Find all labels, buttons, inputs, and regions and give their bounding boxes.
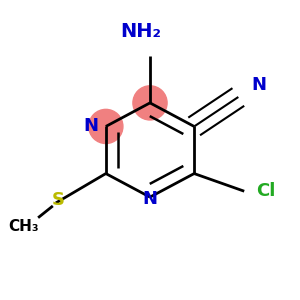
- Text: N: N: [84, 117, 99, 135]
- Text: N: N: [251, 76, 266, 94]
- Circle shape: [133, 86, 167, 120]
- Circle shape: [89, 110, 123, 143]
- Text: S: S: [52, 191, 65, 209]
- Text: Cl: Cl: [256, 182, 275, 200]
- Text: N: N: [142, 190, 158, 208]
- Text: CH₃: CH₃: [8, 219, 39, 234]
- Text: NH₂: NH₂: [121, 22, 162, 41]
